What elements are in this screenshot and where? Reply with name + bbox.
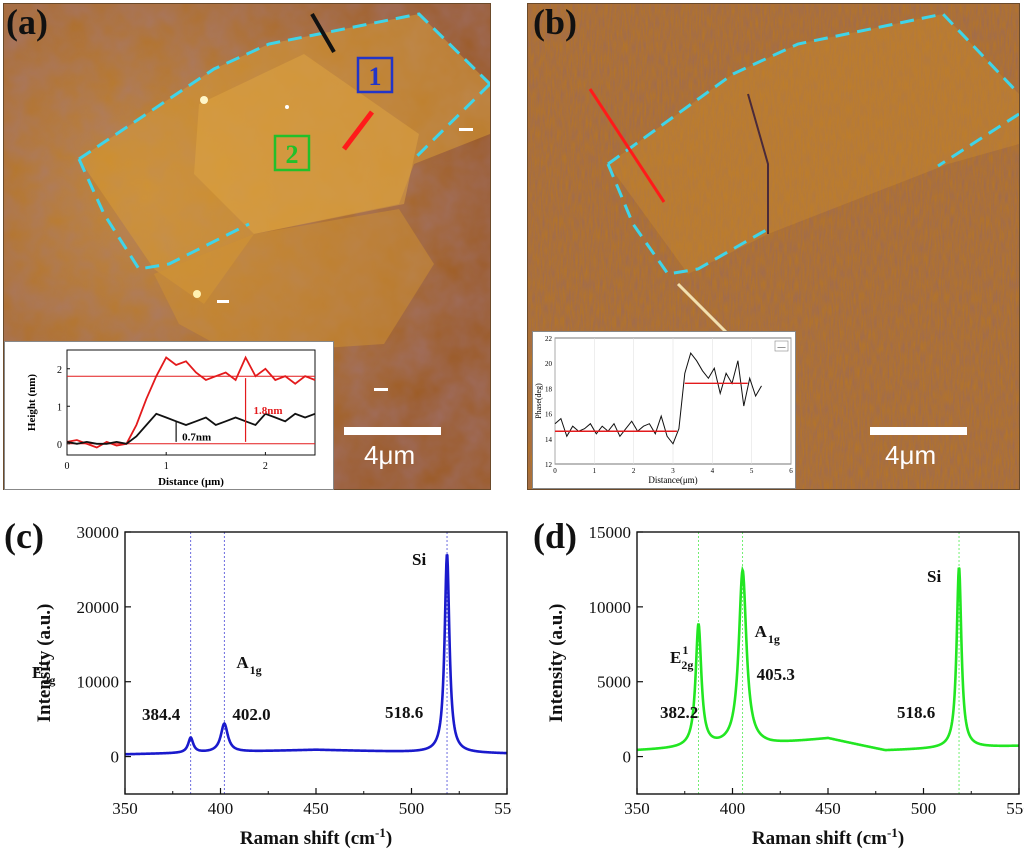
- x-tick-label: 450: [815, 799, 841, 818]
- y-tick-label: 10000: [77, 673, 120, 692]
- inset-x-tick-label: 0: [65, 461, 70, 472]
- e2g-value: 384.4: [142, 705, 181, 724]
- si-value: 518.6: [385, 703, 423, 722]
- y-tick-label: 10000: [589, 598, 632, 617]
- panel-label-c: (c): [4, 516, 44, 556]
- inset-y-tick-label: 2: [57, 365, 62, 376]
- scale-bar: [344, 427, 441, 435]
- inset-y-tick-label: 0: [57, 440, 62, 451]
- x-tick-label: 400: [720, 799, 746, 818]
- raman-spectrum-c: 350 400 450 500 550 0 10000 20000 30000 Raman shi…: [32, 523, 512, 849]
- panel-label-a: (a): [6, 2, 48, 42]
- inset-x-title: Distance (μm): [158, 476, 224, 488]
- x-tick-label: 550: [1006, 799, 1024, 818]
- si-label: Si: [412, 550, 426, 569]
- e2g-label-symbol: E1 2g: [32, 658, 55, 687]
- annotation-1-8nm: 1.8nm: [254, 405, 283, 417]
- panel-label-d: (d): [533, 516, 577, 556]
- scale-bar-b: [870, 427, 967, 435]
- inset-x-tick-label: 4: [711, 467, 715, 475]
- phase-profile-line: [554, 352, 762, 445]
- region-label-2: 2: [286, 140, 299, 169]
- inset-y-title: Height (nm): [26, 374, 38, 431]
- y-tick-label: 20000: [77, 598, 120, 617]
- a1g-label-symbol: A1g: [236, 653, 261, 677]
- x-tick-label: 450: [303, 799, 329, 818]
- a1g-label: A1g: [236, 653, 261, 677]
- inset-y-tick-label: 16: [545, 411, 553, 419]
- x-tick-label: 350: [112, 799, 138, 818]
- x-tick-label: 500: [399, 799, 425, 818]
- phase-profile-inset: 0 1 2 3 4 5 6 12 14 16 18 20 22 Distance(μm) Phase(deg…: [532, 331, 796, 489]
- inset-x-tick-label: 6: [789, 467, 793, 475]
- inset-x-tick-label: 3: [671, 467, 675, 475]
- inset-y-tick-label: 22: [545, 335, 553, 343]
- inset-x-title: Distance(μm): [648, 475, 697, 485]
- y-tick-label: 5000: [597, 673, 631, 692]
- x-tick-label: 500: [911, 799, 937, 818]
- inset-y-tick-label: 1: [57, 402, 62, 413]
- annotation-0-7nm: 0.7nm: [182, 431, 211, 443]
- inset-legend: —: [777, 342, 787, 351]
- x-tick-label: 550: [494, 799, 512, 818]
- x-tick-label: 400: [208, 799, 234, 818]
- e2g-label: E1 2g: [32, 658, 55, 687]
- spectrum-line: [124, 553, 508, 756]
- x-axis-title: Raman shift (cm-1): [240, 825, 392, 849]
- y-axis-title: Intensity (a.u.): [546, 604, 567, 723]
- x-axis-title: Raman shift (cm-1): [752, 825, 904, 849]
- height-profile-line: [66, 412, 316, 445]
- inset-y-tick-label: 12: [545, 461, 553, 469]
- e2g-value: 382.2: [660, 703, 698, 722]
- y-tick-label: 0: [623, 748, 632, 767]
- inset-y-tick-label: 14: [545, 436, 553, 444]
- inset-x-tick-label: 1: [164, 461, 169, 472]
- si-value: 518.6: [897, 703, 935, 722]
- inset-x-tick-label: 5: [750, 467, 754, 475]
- scale-bar-label-b: 4μm: [885, 440, 936, 470]
- inset-x-tick-label: 0: [553, 467, 557, 475]
- region-label-1: 1: [369, 62, 382, 91]
- x-tick-label: 350: [624, 799, 650, 818]
- y-axis-title: Intensity (a.u.): [34, 604, 55, 723]
- panel-label-b: (b): [533, 2, 577, 42]
- inset-x-tick-label: 2: [263, 461, 268, 472]
- inset-y-title: Phase(deg): [534, 383, 543, 419]
- height-profile-inset: 0 1 2 0 1 2 Distance (μm) Height (nm) 1.8nm 0.7nm: [4, 341, 334, 490]
- inset-y-tick-label: 20: [545, 360, 553, 368]
- y-tick-label: 30000: [77, 523, 120, 542]
- y-tick-label: 15000: [589, 523, 632, 542]
- a1g-value: 405.3: [757, 665, 795, 684]
- inset-frame: [66, 349, 316, 456]
- region-box-2: [273, 134, 311, 172]
- y-tick-label: 0: [111, 748, 120, 767]
- inset-x-tick-label: 2: [632, 467, 636, 475]
- e2g-label: E1 2g: [670, 643, 693, 672]
- a1g-value: 402.0: [232, 705, 270, 724]
- e2g-label-symbol: E1 2g: [670, 643, 693, 672]
- inset-x-tick-label: 1: [593, 467, 597, 475]
- raman-spectrum-d: 350 400 450 500 550 0 5000 10000 15000 Raman shif…: [546, 523, 1024, 849]
- si-label: Si: [927, 567, 941, 586]
- inset-y-tick-label: 18: [545, 385, 553, 393]
- a1g-label-symbol: A1g: [755, 622, 780, 646]
- scale-bar-label: 4μm: [364, 440, 415, 470]
- height-profile-line: [66, 355, 316, 449]
- spectrum-line: [636, 565, 1020, 752]
- inset-legend-box: [774, 340, 789, 352]
- region-box-1: [356, 56, 394, 94]
- a1g-label: A1g: [755, 622, 780, 646]
